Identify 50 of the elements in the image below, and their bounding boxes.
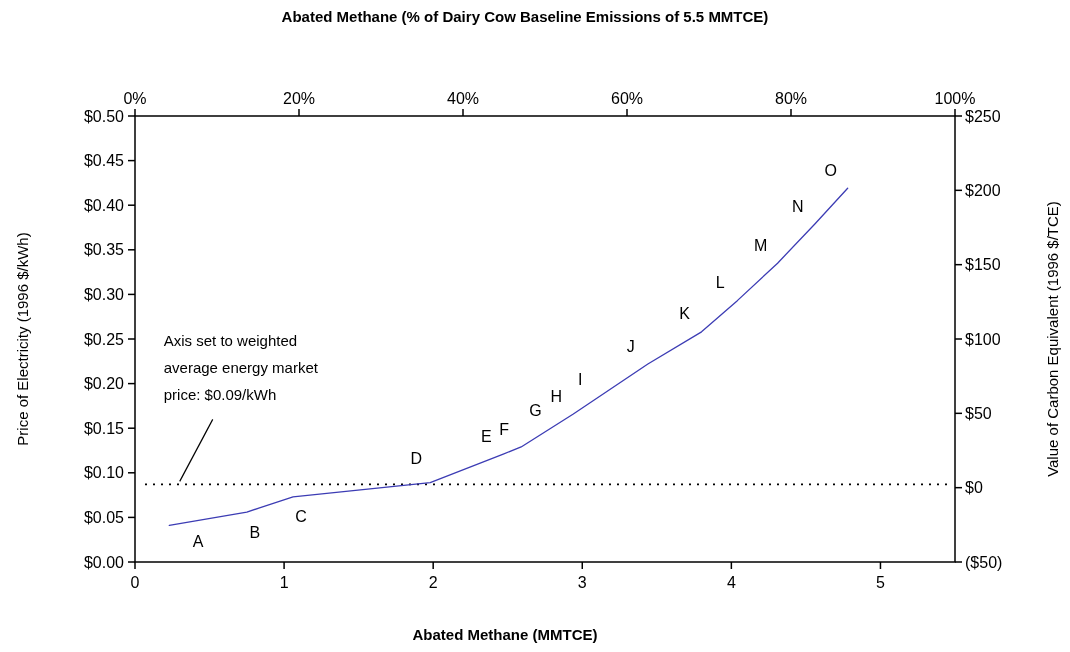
annotation: O [824, 161, 837, 179]
y2-tick-label: $100 [965, 330, 1001, 348]
y2-tick-label: $250 [965, 107, 1001, 125]
annotation: A [192, 533, 204, 551]
annotation: N [792, 197, 804, 215]
x-tick-label: 3 [577, 574, 587, 591]
y-tick-label: $0.40 [83, 196, 125, 214]
annotation: K [679, 305, 691, 323]
annotation: Axis set to weighted average energy market price: $0.09/kWh [163, 332, 319, 404]
y-tick-label: $0.15 [83, 419, 125, 437]
y-tick-label: $0.10 [83, 464, 125, 482]
x2-tick-label: 80% [774, 90, 808, 107]
y2-tick-label: $50 [965, 404, 992, 422]
y-tick-label: $0.05 [83, 509, 125, 526]
y2-tick-label: $150 [965, 256, 1001, 274]
y-tick-label: $0.00 [83, 553, 125, 571]
x-tick-label: 2 [428, 574, 438, 591]
x-tick-label: 4 [726, 574, 736, 591]
annotation: E [480, 427, 492, 445]
annotation: F [499, 420, 510, 438]
annotation: I [577, 371, 583, 389]
annotation: B [249, 523, 261, 541]
x2-tick-label: 20% [282, 90, 316, 107]
annotation: C [295, 508, 307, 526]
x2-axis-title: Abated Methane (% of Dairy Cow Baseline Emissions of 5.5 MMTCE) [281, 8, 769, 25]
y-tick-label: $0.45 [83, 152, 125, 170]
annotation: D [410, 450, 422, 468]
y-tick-label: $0.20 [83, 375, 125, 393]
x2-tick-label: 100% [934, 90, 976, 107]
x-axis-title: Abated Methane (MMTCE) [412, 626, 598, 643]
annotation: J [626, 337, 635, 355]
y-tick-label: $0.30 [83, 286, 125, 303]
annotation: L [715, 274, 725, 292]
y2-axis-title: Value of Carbon Equivalent (1996 $/TCE) [1044, 201, 1061, 477]
x2-tick-label: 60% [610, 90, 644, 107]
x-tick-label: 5 [876, 574, 885, 591]
annotation: H [550, 387, 563, 405]
y-axis-title: Price of Electricity (1996 $/kWh) [14, 232, 31, 446]
y2-tick-label: $0 [965, 479, 983, 497]
y-tick-label: $0.35 [83, 241, 125, 259]
y2-tick-label: $200 [965, 181, 1001, 199]
x2-tick-label: 0% [123, 90, 147, 107]
y2-tick-label: ($50) [965, 553, 1003, 571]
y-tick-label: $0.50 [83, 107, 125, 125]
x-tick-label: 0 [130, 574, 140, 591]
annotation: G [529, 401, 542, 419]
x-tick-label: 1 [279, 574, 289, 591]
y-tick-label: $0.25 [83, 330, 125, 348]
x2-tick-label: 40% [446, 90, 480, 107]
annotation: M [753, 236, 768, 254]
